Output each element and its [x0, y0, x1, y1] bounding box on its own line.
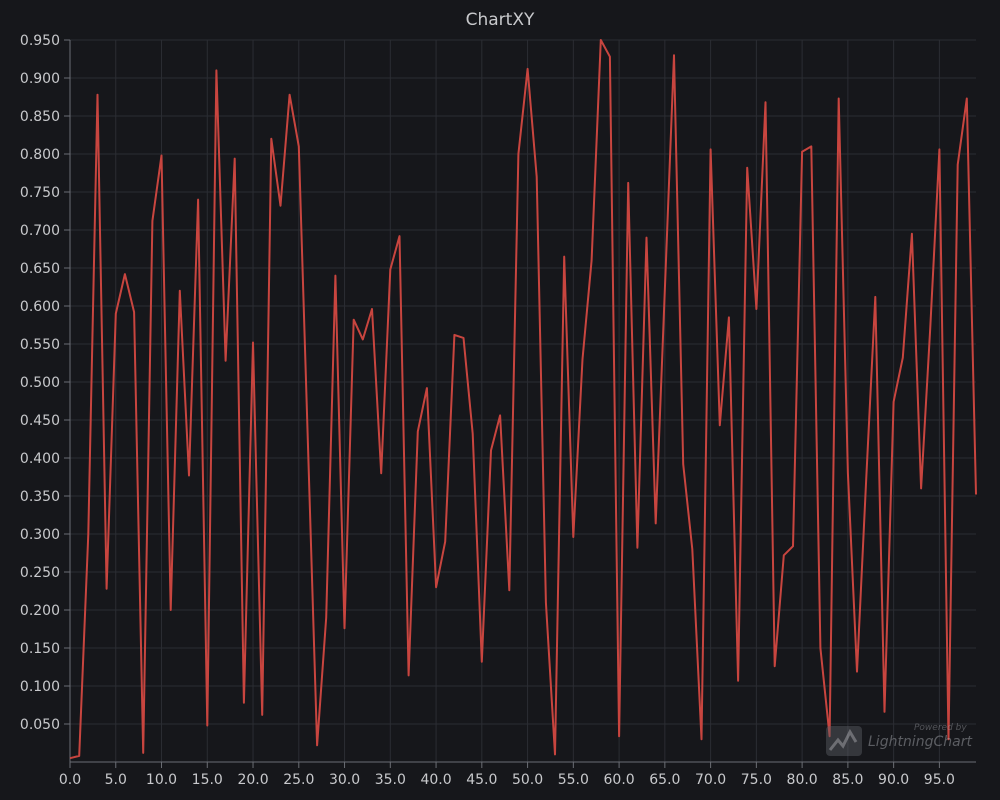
x-tick-label: 40.0 — [420, 772, 451, 788]
x-tick-label: 35.0 — [375, 772, 406, 788]
x-tick-label: 10.0 — [146, 772, 177, 788]
x-tick-label: 50.0 — [512, 772, 543, 788]
x-tick-label: 70.0 — [695, 772, 726, 788]
x-tick-label: 30.0 — [329, 772, 360, 788]
y-tick-label: 0.100 — [20, 679, 60, 695]
y-tick-label: 0.300 — [20, 527, 60, 543]
y-tick-label: 0.250 — [20, 565, 60, 581]
x-tick-label: 75.0 — [741, 772, 772, 788]
y-tick-label: 0.500 — [20, 375, 60, 391]
x-tick-label: 95.0 — [924, 772, 955, 788]
x-tick-label: 5.0 — [105, 772, 127, 788]
watermark-powered-by: Powered by — [914, 723, 967, 733]
x-tick-label: 65.0 — [649, 772, 680, 788]
y-tick-label: 0.900 — [20, 71, 60, 87]
y-tick-label: 0.700 — [20, 223, 60, 239]
y-tick-label: 0.450 — [20, 413, 60, 429]
y-tick-label: 0.850 — [20, 109, 60, 125]
y-tick-label: 0.600 — [20, 299, 60, 315]
x-tick-label: 20.0 — [237, 772, 268, 788]
x-tick-label: 60.0 — [604, 772, 635, 788]
x-tick-label: 55.0 — [558, 772, 589, 788]
series-line-0[interactable] — [69, 39, 977, 760]
y-tick-label: 0.800 — [20, 147, 60, 163]
y-tick-label: 0.750 — [20, 185, 60, 201]
y-tick-label: 0.200 — [20, 603, 60, 619]
y-tick-label: 0.650 — [20, 261, 60, 277]
lightningchart-logo-icon — [826, 726, 862, 756]
y-tick-label: 0.400 — [20, 451, 60, 467]
watermark-brand: LightningChart — [868, 734, 972, 750]
x-tick-label: 25.0 — [283, 772, 314, 788]
x-tick-label: 0.0 — [59, 772, 81, 788]
x-tick-label: 80.0 — [787, 772, 818, 788]
y-tick-label: 0.550 — [20, 337, 60, 353]
x-tick-label: 85.0 — [832, 772, 863, 788]
y-tick-label: 0.350 — [20, 489, 60, 505]
x-tick-label: 90.0 — [878, 772, 909, 788]
y-tick-label: 0.950 — [20, 33, 60, 49]
x-tick-label: 45.0 — [466, 772, 497, 788]
watermark: Powered by LightningChart — [826, 722, 976, 762]
chart-title: ChartXY — [465, 10, 535, 30]
y-tick-label: 0.050 — [20, 717, 60, 733]
y-tick-label: 0.150 — [20, 641, 60, 657]
x-tick-label: 15.0 — [192, 772, 223, 788]
